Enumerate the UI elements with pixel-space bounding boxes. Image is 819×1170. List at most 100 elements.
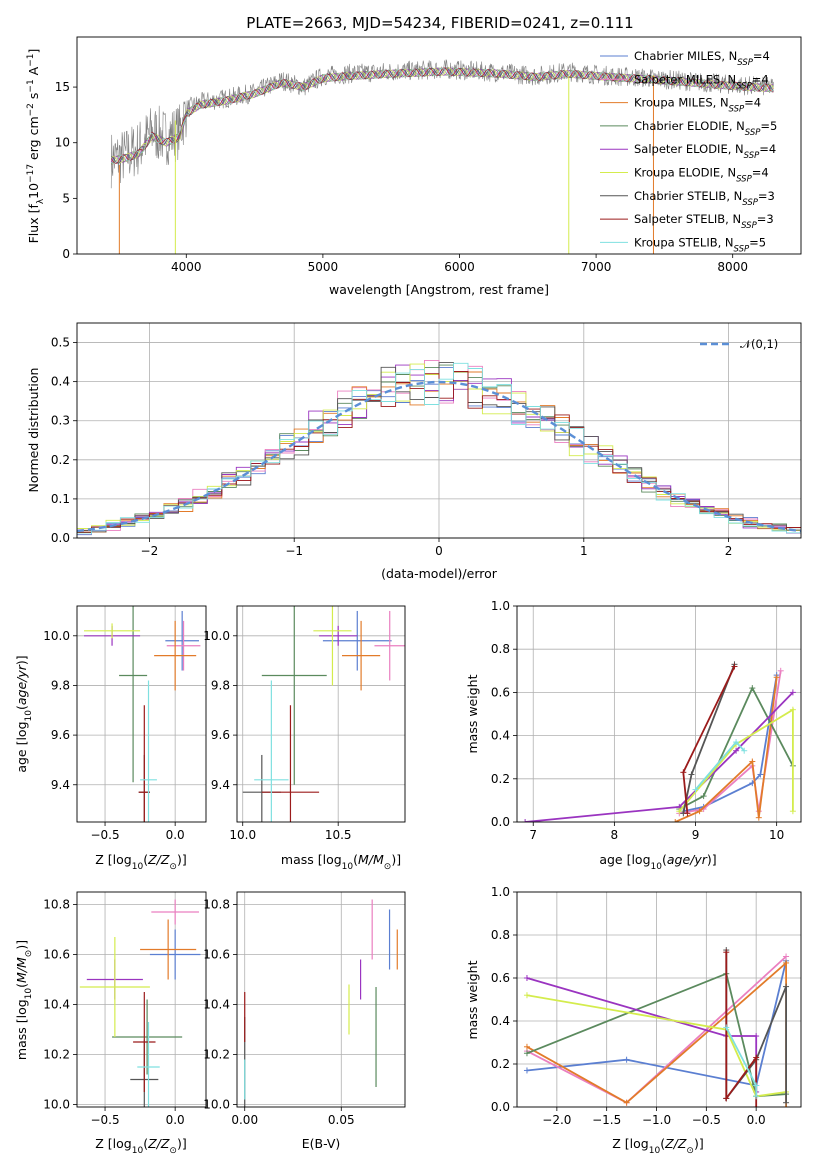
x-tick-label: 0.0 [747, 1113, 766, 1127]
x-tick-label: 5000 [308, 260, 339, 274]
weight-series [526, 994, 787, 1098]
label-part: ( [143, 1136, 148, 1151]
x-tick-label: 10.0 [229, 828, 256, 842]
y-tick-label: 0 [62, 247, 70, 261]
y-tick-label: 10.0 [203, 629, 230, 643]
legend-value: =4 [752, 166, 769, 180]
y-tick-label: 10.2 [43, 1048, 70, 1062]
legend-value: =5 [760, 119, 777, 133]
axes-frame [516, 605, 802, 823]
weight-series [526, 972, 787, 1098]
legend-sub: SSP [742, 198, 758, 208]
y-tick-label: 1.0 [491, 885, 510, 899]
plot-area [242, 606, 405, 822]
label-part: M/M [14, 957, 29, 983]
axes-frame [76, 605, 207, 823]
legend-value: =5 [749, 235, 766, 249]
x-tick-label: 8 [611, 828, 619, 842]
legend-text: Kroupa MILES, N [634, 96, 729, 110]
y-tick-label: 10.2 [203, 1048, 230, 1062]
y-tick-label: 0.8 [491, 928, 510, 942]
legend-sub: SSP [734, 244, 750, 254]
label-part: Z/Z [664, 1136, 687, 1151]
z-mass-plot: −0.5 0.010.010.210.410.610.8Z [log10(Z/Z⊙… [14, 891, 207, 1156]
label-part: age [log [599, 852, 650, 867]
y-tick-label: 9.4 [211, 778, 230, 792]
y-tick-label: 0.4 [491, 729, 510, 743]
plot-area [84, 606, 201, 822]
legend-text: Chabrier STELIB, N [634, 189, 742, 203]
y-tick-label: 9.8 [51, 678, 70, 692]
x-tick-label: 6000 [444, 260, 475, 274]
label-part: age/yr [14, 664, 29, 705]
legend-text: Chabrier MILES, N [634, 49, 737, 63]
label-part: Z [log [95, 852, 131, 867]
y-tick-label: 0.6 [491, 685, 510, 699]
plot-area [77, 359, 801, 536]
plot-area [522, 661, 796, 822]
y-tick-label: 10.8 [203, 898, 230, 912]
label-part: mass [log [281, 852, 342, 867]
label-part: s [26, 93, 41, 104]
label-part: 10 [132, 862, 144, 872]
x-tick-label: 10.5 [325, 828, 352, 842]
y-tick-label: 0.8 [491, 642, 510, 656]
legend-text: Salpeter ELODIE, N [634, 142, 744, 156]
label-part: M/M [358, 852, 384, 867]
axes-frame [236, 605, 406, 823]
legend-sub: SSP [745, 128, 761, 138]
legend-entry: Kroupa MILES, NSSP=4 [634, 96, 761, 115]
weight-series [674, 677, 778, 822]
x-tick-label: −0.5 [90, 1113, 119, 1127]
legend-value: =4 [753, 49, 770, 63]
label-part: 10 [342, 862, 354, 872]
z-weight-plot: −2.0 −1.5 −1.0 −0.5 0.0 0.0 0.2 0.4 0.6 0.8 1.0 Z [… [465, 885, 802, 1156]
label-part: −17 [26, 164, 36, 183]
label-part: age [log [14, 721, 29, 772]
y-axis-label: mass [log10(M/M⊙)] [14, 940, 34, 1060]
legend-value: =4 [759, 142, 776, 156]
label-part: )] [707, 852, 717, 867]
weight-series [682, 663, 736, 814]
legend-entry: Kroupa STELIB, NSSP=5 [634, 235, 766, 254]
residuals-histogram: −2 −1 0 1 2 0.0 0.1 0.2 0.3 0.4 0.5 𝒩(0,1) (data-mod… [26, 322, 802, 581]
label-part: 10 [132, 1146, 144, 1156]
z-age-plot: −0.5 0.09.49.69.810.0Z [log10(Z/Z⊙)]age [… [14, 605, 207, 872]
figure-title: PLATE=2663, MJD=54234, FIBERID=0241, z=0… [246, 14, 633, 32]
x-tick-label: 0.00 [231, 1113, 258, 1127]
label-part: ⊙ [169, 1146, 177, 1156]
label-part: )] [14, 940, 29, 950]
weight-series [525, 691, 794, 822]
legend-text: Salpeter STELIB, N [634, 212, 741, 226]
y-tick-label: 0.0 [491, 815, 510, 829]
plot-area [79, 899, 201, 1107]
legend-entry: Salpeter ELODIE, NSSP=4 [634, 142, 776, 161]
label-part: )] [14, 655, 29, 665]
legend-value: =4 [752, 72, 769, 86]
label-part: ( [662, 852, 667, 867]
plot-area [244, 899, 398, 1107]
label-part: erg cm [26, 116, 41, 164]
legend-sub: SSP [737, 58, 753, 68]
y-tick-label: 0.0 [491, 1100, 510, 1114]
x-axis-label: mass [log10(M/M⊙)] [281, 852, 401, 872]
label-part: −1 [26, 54, 36, 67]
label-part: )] [391, 852, 401, 867]
y-tick-label: 0.5 [51, 336, 70, 350]
label-part: 10 [24, 988, 34, 1000]
legend-entry: 𝒩(0,1) [740, 337, 778, 351]
x-axis-label: wavelength [Angstrom, rest frame] [329, 282, 549, 297]
x-axis-label: (data-model)/error [381, 566, 498, 581]
x-tick-label: 7000 [581, 260, 612, 274]
x-axis-label: age [log10(age/yr)] [599, 852, 716, 872]
label-part: ( [14, 983, 29, 988]
x-tick-label: 0.05 [328, 1113, 355, 1127]
y-tick-label: 0.1 [51, 492, 70, 506]
mass-age-plot: 10.0 10.5 9.4 9.6 9.8 10.0 mass [log10(M/M⊙)] [203, 605, 406, 872]
ebv-mass-plot: 0.00 0.05 10.0 10.2 10.4 10.6 10.8 E(B-V) [203, 891, 406, 1151]
x-axis-label: Z [log10(Z/Z⊙)] [95, 852, 186, 872]
axes-frame [236, 891, 406, 1108]
legend-text: Salpeter MILES, N [634, 72, 736, 86]
legend-sub: SSP [741, 221, 757, 231]
label-part: λ [36, 198, 46, 204]
